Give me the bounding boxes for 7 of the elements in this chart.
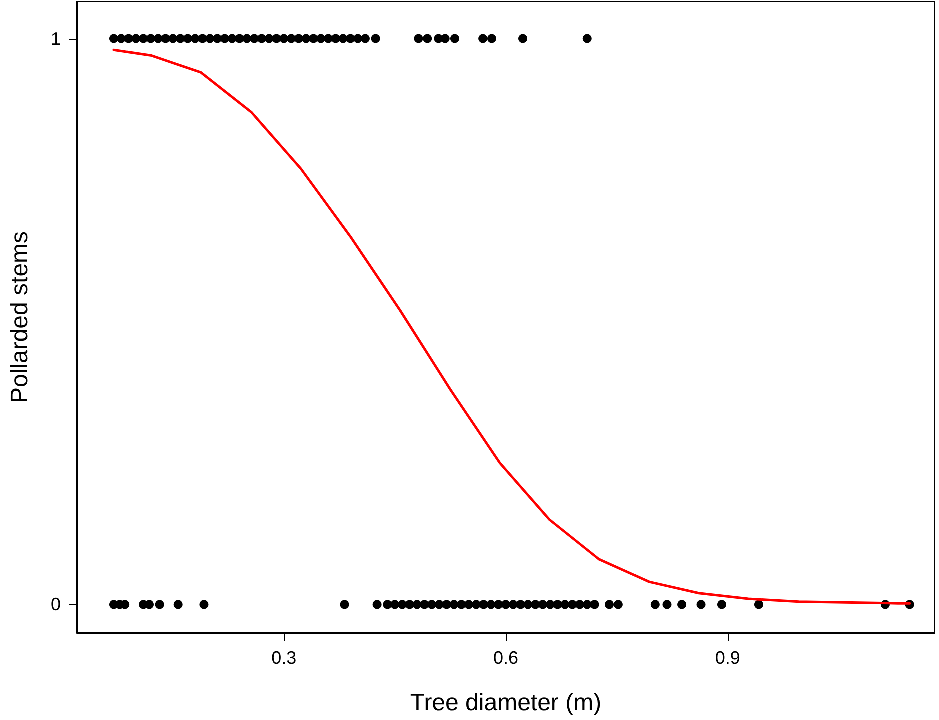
x-tick-label: 0.6 [493, 648, 519, 668]
x-axis-title: Tree diameter (m) [410, 690, 602, 716]
y-axis-title: Pollarded stems [6, 231, 34, 404]
x-tick-label: 0.3 [272, 648, 297, 668]
y-tick-label: 1 [50, 28, 61, 49]
x-tick-label: 0.9 [715, 648, 740, 668]
y-tick-label: 0 [50, 594, 61, 615]
